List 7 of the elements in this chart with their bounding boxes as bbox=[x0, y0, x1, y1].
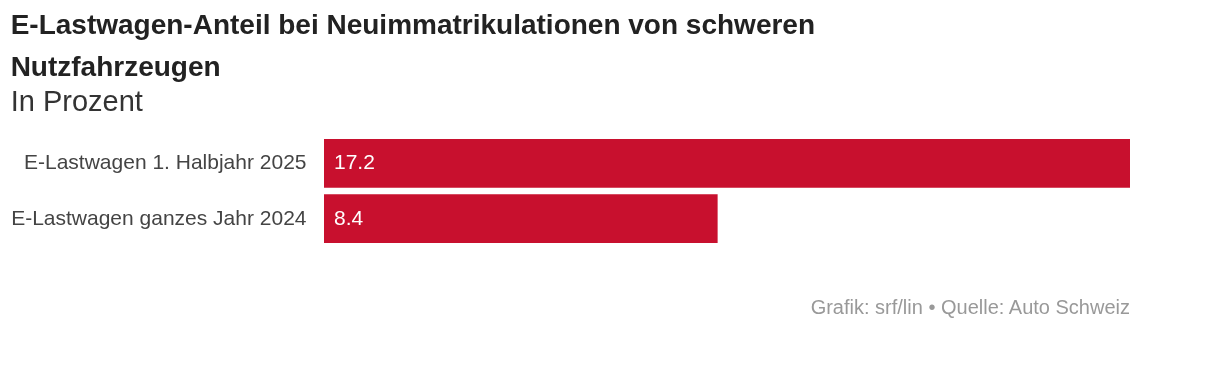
text: In Prozent bbox=[10, 85, 143, 117]
chart-title: E-Lastwagen-Anteil bei Neuimmatrikulationen von schweren Nutzfahrzeugen bbox=[10, 9, 816, 82]
text: Grafik: srf/lin • Quelle: Auto Schweiz bbox=[810, 296, 1130, 318]
y-tick-label: E-Lastwagen ganzes Jahr 2024 bbox=[11, 205, 307, 229]
y-tick-label: E-Lastwagen 1. Halbjahr 2025 bbox=[23, 150, 307, 174]
data-label: 17.2 bbox=[334, 150, 375, 174]
data-label: 8.4 bbox=[334, 205, 364, 229]
